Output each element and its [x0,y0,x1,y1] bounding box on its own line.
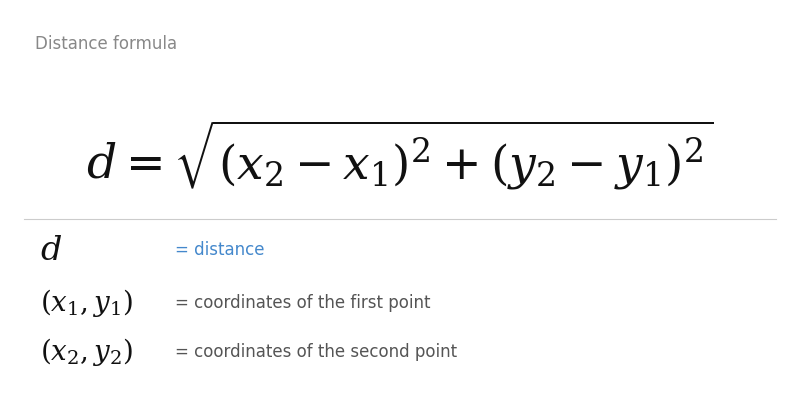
Text: Distance formula: Distance formula [35,35,177,53]
Text: $(x_2, y_2)$: $(x_2, y_2)$ [40,335,133,367]
Text: $(x_1, y_1)$: $(x_1, y_1)$ [40,286,133,318]
Text: = distance: = distance [175,240,265,258]
Text: $d$: $d$ [40,233,62,266]
Text: = coordinates of the first point: = coordinates of the first point [175,293,430,311]
Text: = coordinates of the second point: = coordinates of the second point [175,342,457,360]
Text: $d = \sqrt{(x_2 - x_1)^2 + (y_2 - y_1)^2}$: $d = \sqrt{(x_2 - x_1)^2 + (y_2 - y_1)^2… [86,118,714,191]
